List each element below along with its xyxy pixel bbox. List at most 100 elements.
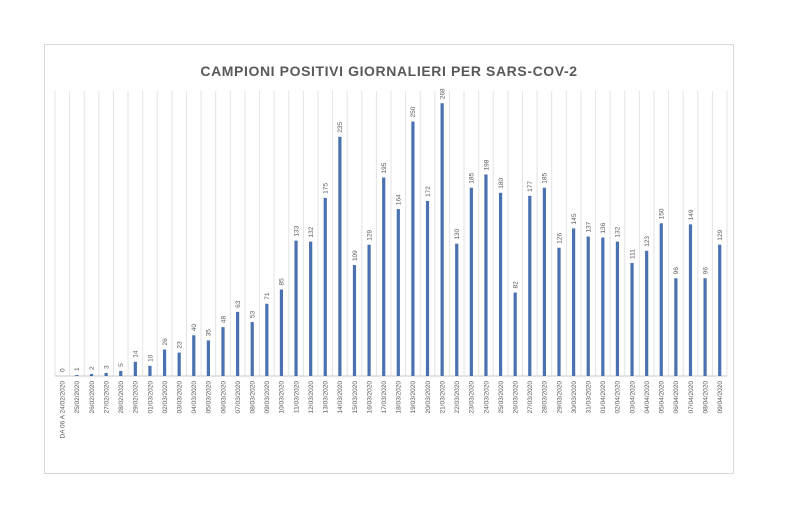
data-label: 0 xyxy=(60,368,67,372)
bar xyxy=(601,237,605,376)
bar xyxy=(425,200,430,376)
data-label: 35 xyxy=(206,329,213,337)
x-tick-label: 02/04/2020 xyxy=(615,381,622,414)
chart-plot: 0 DA 06 A 24/02/2020 1 25/02/2020 2 26/02/202… xyxy=(54,88,728,439)
x-tick-label: 04/04/2020 xyxy=(644,381,651,414)
data-label: 180 xyxy=(498,178,505,189)
bar xyxy=(236,311,240,376)
x-tick-label: 22/03/2020 xyxy=(454,381,461,414)
chart-frame: CAMPIONI POSITIVI GIORNALIERI PER SARS-C… xyxy=(44,44,734,474)
x-tick-label: 09/04/2020 xyxy=(717,381,724,414)
data-label: 132 xyxy=(308,226,315,237)
bar xyxy=(688,224,693,376)
bar xyxy=(148,365,152,376)
bar xyxy=(396,209,400,376)
data-label: 123 xyxy=(644,236,651,247)
x-tick-label: 25/02/2020 xyxy=(74,381,81,414)
x-tick-label: 28/02/2020 xyxy=(118,381,125,414)
bar xyxy=(265,303,269,376)
x-tick-label: 07/03/2020 xyxy=(235,381,242,414)
data-label: 130 xyxy=(454,228,461,239)
data-label: 109 xyxy=(352,250,359,261)
x-tick-label: 04/03/2020 xyxy=(191,381,198,414)
bar xyxy=(513,292,517,376)
bar xyxy=(455,243,459,376)
bar xyxy=(528,195,532,376)
bar xyxy=(250,322,254,376)
x-tick-label: 13/03/2020 xyxy=(323,381,330,414)
x-tick-label: 01/04/2020 xyxy=(600,381,607,414)
data-label: 136 xyxy=(600,222,607,233)
data-label: 40 xyxy=(191,324,198,332)
x-tick-label: 31/03/2020 xyxy=(586,381,593,414)
x-tick-label: 20/03/2020 xyxy=(425,381,432,414)
bar xyxy=(586,236,590,376)
x-tick-label: 26/02/2020 xyxy=(89,381,96,414)
bar xyxy=(119,370,123,376)
data-label: 2 xyxy=(89,366,96,370)
chart-title: CAMPIONI POSITIVI GIORNALIERI PER SARS-C… xyxy=(200,63,578,79)
x-tick-label: 11/03/2020 xyxy=(293,381,300,413)
x-tick-label: 23/03/2020 xyxy=(469,381,476,414)
x-tick-label: 18/03/2020 xyxy=(396,381,403,414)
x-tick-label: 19/03/2020 xyxy=(410,381,417,414)
data-label: 185 xyxy=(542,172,549,183)
data-label: 129 xyxy=(366,229,373,240)
data-label: 250 xyxy=(410,106,417,117)
data-label: 195 xyxy=(381,162,388,173)
x-tick-label: 08/04/2020 xyxy=(702,381,709,414)
bar xyxy=(630,263,634,376)
bar xyxy=(557,247,561,376)
bar xyxy=(645,250,649,376)
data-label: 137 xyxy=(586,221,593,232)
bar xyxy=(294,240,298,376)
bar xyxy=(484,174,488,376)
bar xyxy=(104,372,108,376)
data-label: 177 xyxy=(527,181,534,192)
bar xyxy=(206,340,210,376)
bar xyxy=(572,228,576,376)
x-tick-label: 12/03/2020 xyxy=(308,381,315,414)
bar xyxy=(352,265,357,376)
bar xyxy=(338,136,342,376)
data-label: 85 xyxy=(279,278,286,286)
x-tick-label: 29/02/2020 xyxy=(133,381,140,414)
x-tick-label: 08/03/2020 xyxy=(250,381,257,414)
data-label: 63 xyxy=(235,300,242,308)
bar xyxy=(674,278,678,376)
x-tick-label: 06/04/2020 xyxy=(673,381,680,414)
x-tick-label: 01/03/2020 xyxy=(147,381,154,414)
data-label: 126 xyxy=(556,233,563,244)
x-tick-label: 02/03/2020 xyxy=(162,381,169,414)
x-tick-label: 27/03/2020 xyxy=(527,381,534,414)
data-label: 129 xyxy=(717,229,724,240)
bar xyxy=(133,361,137,376)
x-tick-label: 17/03/2020 xyxy=(381,381,388,414)
bar xyxy=(221,327,225,376)
bar xyxy=(440,103,444,376)
data-label: 82 xyxy=(512,281,519,289)
data-label: 164 xyxy=(396,194,403,205)
data-label: 198 xyxy=(483,159,490,170)
x-tick-label: 07/04/2020 xyxy=(688,381,695,414)
x-tick-label: 24/03/2020 xyxy=(483,381,490,414)
data-label: 23 xyxy=(176,341,183,349)
bar xyxy=(718,244,722,376)
x-tick-label: 14/03/2020 xyxy=(337,381,344,414)
x-tick-label: DA 06 A 24/02/2020 xyxy=(60,381,67,439)
bar xyxy=(382,177,386,376)
bar xyxy=(279,289,284,376)
x-tick-label: 16/03/2020 xyxy=(366,381,373,414)
data-label: 96 xyxy=(702,267,709,275)
bar xyxy=(542,187,546,376)
data-label: 14 xyxy=(133,350,140,358)
data-label: 172 xyxy=(425,186,432,197)
data-label: 111 xyxy=(629,249,636,259)
x-tick-label: 15/03/2020 xyxy=(352,381,359,414)
x-tick-label: 25/03/2020 xyxy=(498,381,505,414)
x-tick-label: 28/03/2020 xyxy=(542,381,549,414)
bar xyxy=(411,121,415,377)
bar xyxy=(615,241,620,376)
bar xyxy=(192,335,196,376)
bar xyxy=(659,223,663,376)
